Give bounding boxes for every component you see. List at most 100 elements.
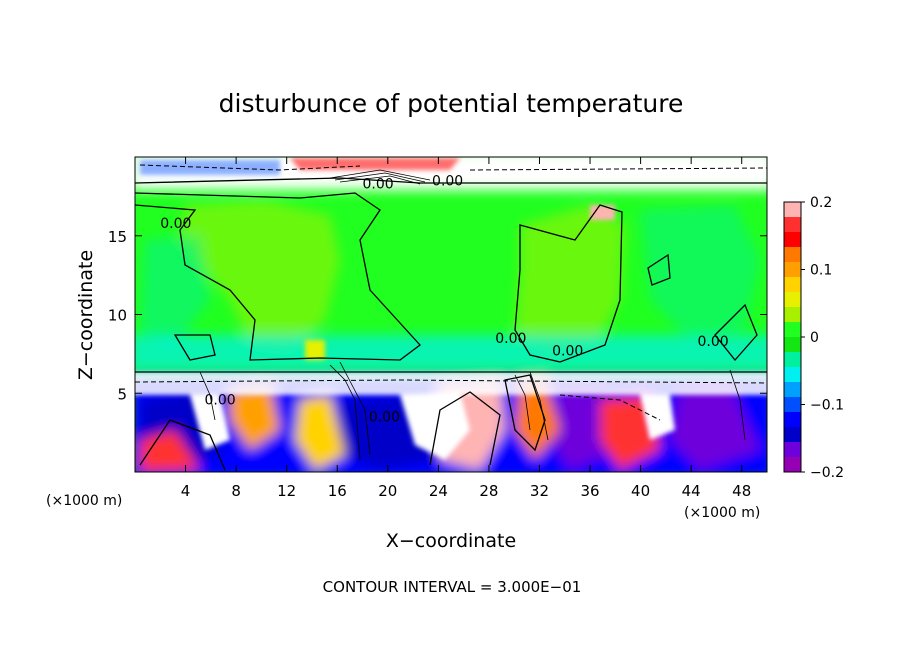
warm-upper-spot [305, 340, 325, 360]
contour-label: 0.00 [363, 177, 394, 193]
contour-stratosphere [135, 177, 767, 184]
contour-lower-1 [139, 419, 226, 471]
dashed-contour-strat-1 [139, 164, 361, 171]
white-cell-2 [400, 392, 470, 460]
colorbar-swatch [784, 412, 801, 428]
dense-contour-6 [514, 374, 531, 431]
colorbar-swatch [784, 247, 801, 263]
colorbar-tick-label: 0.1 [810, 263, 832, 279]
x-tick-label: 24 [429, 482, 448, 500]
colorbar-tick-label: 0 [810, 330, 819, 346]
x-tick-label: 16 [328, 482, 347, 500]
colorbar-swatch [784, 307, 801, 323]
dense-contours [199, 169, 746, 461]
colorbar-swatch [784, 232, 801, 248]
colorbar-tick-label: −0.2 [810, 465, 844, 481]
dense-contour-7 [529, 371, 549, 441]
contour-labels: 0.00 0.00 0.00 0.00 0.00 0.00 0.00 0.00 [160, 173, 728, 425]
colorbar-swatch [784, 457, 801, 473]
colorbar-swatch [784, 427, 801, 443]
chart-title: disturbunce of potential temperature [219, 89, 684, 118]
field-sharp-patches [135, 158, 767, 460]
negative-contours [135, 164, 767, 421]
cool-patch-right [640, 205, 760, 340]
x-tick-label: 12 [277, 482, 296, 500]
colorbar-swatch [784, 202, 801, 218]
x-tick-label: 48 [732, 482, 751, 500]
contour-label: 0.00 [552, 343, 583, 359]
colorbar-swatch [784, 442, 801, 458]
warm-upper-lobe-right [515, 205, 625, 355]
cold-cell-4 [670, 385, 760, 470]
warm-cell-1 [140, 430, 200, 472]
x-tick-label: 32 [530, 482, 549, 500]
colorbar-tick-label: −0.1 [810, 398, 844, 414]
x-unit-label-left: (×1000 m) [46, 493, 122, 509]
dashed-contour-strat-2 [469, 167, 767, 171]
zero-contour-upper-right [514, 204, 623, 363]
plot-area: 0.00 0.00 0.00 0.00 0.00 0.00 0.00 0.00 [135, 157, 767, 472]
colorbar: 0.2 0.1 0 −0.1 −0.2 [783, 195, 844, 481]
colorbar-swatch [784, 322, 801, 338]
colorbar-swatch [784, 397, 801, 413]
colorbar-swatch [784, 217, 801, 233]
contour-lower-3 [504, 374, 546, 452]
contour-label: 0.00 [369, 410, 400, 426]
y-axis-label: Z−coordinate [75, 250, 97, 380]
contour-label: 0.00 [495, 331, 526, 347]
colorbar-tick-label: 0.2 [810, 195, 832, 211]
contour-label: 0.00 [432, 173, 463, 189]
x-tick-label: 40 [631, 482, 650, 500]
y-tick-label: 5 [117, 385, 127, 403]
y-axis: 5 10 15 [108, 228, 767, 403]
x-tick-label: 20 [378, 482, 397, 500]
warm-cell-5 [295, 395, 345, 470]
white-cell-3 [640, 395, 675, 440]
zero-contour-upper-left [135, 192, 421, 361]
warm-cell-6 [515, 378, 560, 460]
colorbar-swatch [784, 352, 801, 368]
x-axis: 4 8 12 16 20 24 28 32 36 40 44 48 [181, 157, 751, 500]
contour-label: 0.00 [205, 392, 236, 408]
dense-contour-9 [199, 371, 216, 421]
dense-contour-2 [334, 172, 426, 183]
hot-upper-spot [590, 205, 615, 220]
dense-contour-4 [329, 364, 361, 461]
colorbar-swatch [784, 277, 801, 293]
stratosphere-warm [290, 158, 460, 170]
colorbar-swatch [784, 382, 801, 398]
zero-contour-small-3 [714, 303, 758, 362]
warm-cell-2 [230, 385, 280, 450]
colorbar-swatch [784, 262, 801, 278]
warm-upper-lobe-left [180, 200, 340, 350]
x-tick-label: 44 [682, 482, 701, 500]
contour-interval-note: CONTOUR INTERVAL = 3.000E−01 [323, 578, 582, 596]
cyan-gradient-layer [135, 335, 767, 370]
x-tick-label: 28 [479, 482, 498, 500]
dashed-contour-lower-1 [135, 379, 767, 384]
contour-lower-2 [429, 391, 501, 466]
dense-contour-8 [729, 369, 746, 441]
x-tick-label: 4 [181, 482, 191, 500]
y-tick-label: 10 [108, 307, 127, 325]
colorbar-swatch [784, 367, 801, 383]
white-cell-1 [190, 395, 230, 450]
neutral-cap-layer [135, 372, 767, 395]
zero-contour-small-2 [647, 253, 671, 286]
x-axis-label: X−coordinate [386, 530, 516, 552]
colorbar-swatch [784, 292, 801, 308]
zero-contours [135, 177, 767, 471]
dense-contour-1 [329, 169, 431, 181]
dense-contour-3 [339, 175, 421, 185]
stratosphere-cold [140, 160, 280, 175]
x-tick-label: 8 [231, 482, 241, 500]
contour-label: 0.00 [697, 334, 728, 350]
zero-contour-small-1 [173, 334, 216, 361]
contour-label: 0.00 [160, 216, 191, 232]
x-unit-label-right: (×1000 m) [684, 505, 760, 521]
stratosphere-band [135, 157, 767, 190]
y-tick-label: 15 [108, 228, 127, 246]
dashed-contour-lower-2 [559, 394, 661, 421]
dense-contour-5 [339, 361, 371, 456]
